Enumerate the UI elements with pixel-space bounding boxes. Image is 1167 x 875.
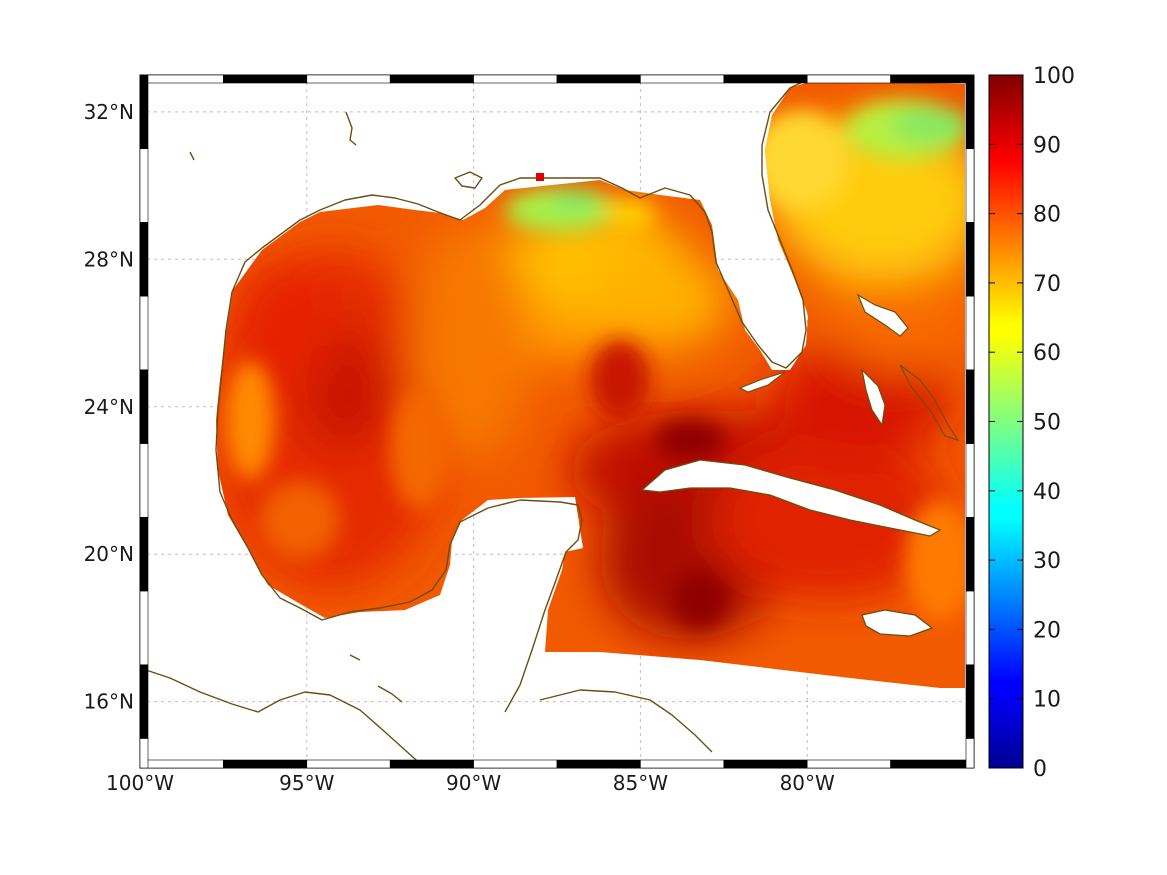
longitude-tick-label: 95°W [279, 771, 334, 795]
edge-segment-bottom [891, 760, 974, 768]
edge-segment-top [557, 75, 640, 83]
edge-segment-bottom [474, 760, 557, 768]
latitude-tick-label: 16°N [84, 690, 134, 714]
colorbar-tick-label: 20 [1033, 618, 1061, 643]
edge-segment-left [140, 517, 148, 591]
edge-segment-right [966, 444, 974, 518]
edge-segment-left [140, 370, 148, 444]
edge-segment-left [140, 222, 148, 296]
station-marker [536, 173, 544, 181]
longitude-labels: 100°W 95°W 90°W 85°W 80°W [106, 771, 835, 795]
colorbar-tick-label: 60 [1033, 341, 1061, 366]
colorbar-tick-label: 50 [1033, 411, 1061, 436]
colorbar-tick-label: 80 [1033, 203, 1061, 228]
edge-segment-right [966, 739, 974, 768]
edge-segment-right [966, 370, 974, 444]
edge-segment-bottom [390, 760, 473, 768]
edge-segment-right [966, 296, 974, 370]
edge-segment-top [223, 75, 306, 83]
edge-segment-top [640, 75, 723, 83]
edge-segment-top [140, 75, 223, 83]
colorbar-tick-label: 0 [1033, 757, 1047, 782]
edge-segment-bottom [724, 760, 807, 768]
latitude-tick-label: 28°N [84, 247, 134, 271]
edge-segment-left [140, 665, 148, 739]
colorbar-tick-label: 90 [1033, 133, 1061, 158]
edge-segment-bottom [140, 760, 223, 768]
edge-segment-top [474, 75, 557, 83]
colorbar-tick-label: 100 [1033, 64, 1075, 89]
colorbar-tick-label: 40 [1033, 480, 1061, 505]
edge-segment-right [966, 222, 974, 296]
edge-segment-right [966, 75, 974, 149]
latitude-tick-label: 20°N [84, 542, 134, 566]
edge-segment-bottom [557, 760, 640, 768]
edge-segment-top [724, 75, 807, 83]
longitude-tick-label: 85°W [613, 771, 668, 795]
colorbar-tick-label: 30 [1033, 549, 1061, 574]
edge-segment-top [390, 75, 473, 83]
edge-segment-top [307, 75, 390, 83]
colorbar-tick-label: 70 [1033, 272, 1061, 297]
edge-segment-left [140, 75, 148, 149]
edge-segment-right [966, 665, 974, 739]
edge-segment-top [807, 75, 890, 83]
edge-segment-left [140, 444, 148, 518]
edge-segment-left [140, 296, 148, 370]
latitude-tick-label: 24°N [84, 395, 134, 419]
edge-segment-right [966, 149, 974, 223]
edge-segment-right [966, 517, 974, 591]
edge-segment-right [966, 591, 974, 665]
edge-segment-left [140, 739, 148, 768]
latitude-labels: 32°N 28°N 24°N 20°N 16°N [84, 100, 134, 714]
edge-segment-left [140, 591, 148, 665]
edge-segment-bottom [307, 760, 390, 768]
edge-segment-bottom [807, 760, 890, 768]
edge-segment-top [891, 75, 974, 83]
edge-segment-left [140, 149, 148, 223]
latitude-tick-label: 32°N [84, 100, 134, 124]
edge-segment-bottom [223, 760, 306, 768]
longitude-tick-label: 90°W [446, 771, 501, 795]
colorbar-tick-label: 10 [1033, 688, 1061, 713]
edge-segment-bottom [640, 760, 723, 768]
longitude-tick-label: 80°W [780, 771, 835, 795]
longitude-tick-label: 100°W [106, 771, 174, 795]
